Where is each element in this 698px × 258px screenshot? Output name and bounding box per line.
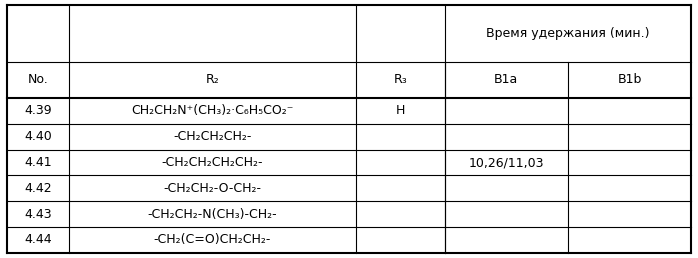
Text: 4.42: 4.42 (24, 182, 52, 195)
Text: CH₂CH₂N⁺(CH₃)₂·C₆H₅CO₂⁻: CH₂CH₂N⁺(CH₃)₂·C₆H₅CO₂⁻ (131, 104, 293, 117)
Text: 4.41: 4.41 (24, 156, 52, 169)
Text: 4.44: 4.44 (24, 233, 52, 246)
Text: No.: No. (27, 74, 48, 86)
Text: R₃: R₃ (394, 74, 407, 86)
Text: R₂: R₂ (205, 74, 219, 86)
Text: 4.39: 4.39 (24, 104, 52, 117)
Text: B1a: B1a (494, 74, 519, 86)
Text: -CH₂(C=O)CH₂CH₂-: -CH₂(C=O)CH₂CH₂- (154, 233, 271, 246)
Text: -CH₂CH₂CH₂-: -CH₂CH₂CH₂- (173, 130, 251, 143)
Text: -CH₂CH₂CH₂CH₂-: -CH₂CH₂CH₂CH₂- (161, 156, 263, 169)
Text: 4.40: 4.40 (24, 130, 52, 143)
Text: 10,26/11,03: 10,26/11,03 (468, 156, 544, 169)
Text: Время удержания (мин.): Время удержания (мин.) (486, 27, 650, 40)
Text: 4.43: 4.43 (24, 208, 52, 221)
Text: B1b: B1b (617, 74, 641, 86)
Text: -CH₂CH₂-N(CH₃)-CH₂-: -CH₂CH₂-N(CH₃)-CH₂- (147, 208, 277, 221)
Text: -CH₂CH₂-O-CH₂-: -CH₂CH₂-O-CH₂- (163, 182, 261, 195)
Text: H: H (396, 104, 405, 117)
